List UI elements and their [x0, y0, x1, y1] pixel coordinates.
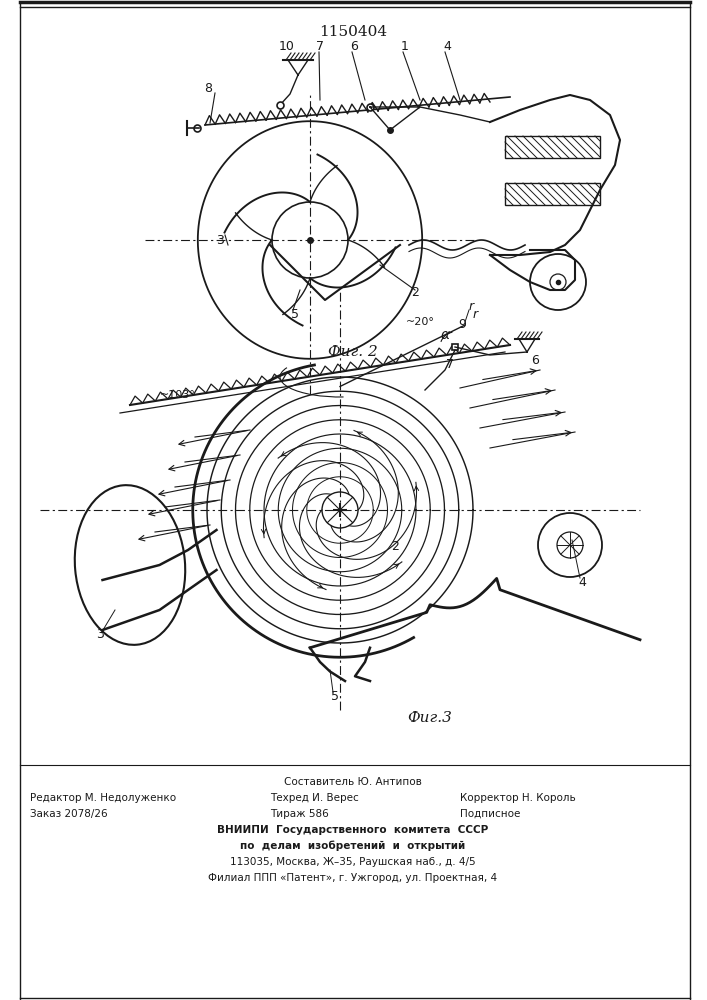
Text: r: r — [469, 300, 474, 312]
Bar — [505, 136, 600, 158]
Text: 2: 2 — [411, 286, 419, 300]
Text: 8: 8 — [204, 82, 212, 95]
Text: Техред И. Верес: Техред И. Верес — [270, 793, 358, 803]
Text: 2: 2 — [391, 540, 399, 552]
Text: Филиал ППП «Патент», г. Ужгород, ул. Проектная, 4: Филиал ППП «Патент», г. Ужгород, ул. Про… — [209, 873, 498, 883]
Text: ~20°: ~20° — [406, 317, 434, 327]
Text: ВНИИПИ  Государственного  комитета  СССР: ВНИИПИ Государственного комитета СССР — [217, 825, 489, 835]
Text: 6: 6 — [531, 354, 539, 366]
Text: Корректор Н. Король: Корректор Н. Король — [460, 793, 575, 803]
Bar — [505, 183, 600, 205]
Text: 3: 3 — [96, 629, 104, 642]
Text: Редактор М. Недолуженко: Редактор М. Недолуженко — [30, 793, 176, 803]
Text: 113035, Москва, Ж–35, Раушская наб., д. 4/5: 113035, Москва, Ж–35, Раушская наб., д. … — [230, 857, 476, 867]
Text: 1: 1 — [401, 40, 409, 53]
Text: ~103°: ~103° — [160, 390, 196, 400]
Text: r: r — [472, 308, 477, 322]
Text: α: α — [440, 328, 450, 342]
Text: 7: 7 — [446, 359, 454, 371]
Text: 1150404: 1150404 — [319, 25, 387, 39]
Text: Подписное: Подписное — [460, 809, 520, 819]
Text: 6: 6 — [350, 40, 358, 53]
Text: по  делам  изобретений  и  открытий: по делам изобретений и открытий — [240, 841, 466, 851]
Text: 4: 4 — [578, 576, 586, 588]
Text: Составитель Ю. Антипов: Составитель Ю. Антипов — [284, 777, 422, 787]
Text: 4: 4 — [443, 40, 451, 53]
Text: Заказ 2078/26: Заказ 2078/26 — [30, 809, 107, 819]
Text: 5: 5 — [291, 308, 299, 322]
Text: 3: 3 — [216, 233, 224, 246]
Text: 5: 5 — [331, 690, 339, 704]
Text: 9: 9 — [458, 318, 466, 330]
Text: Фиг.3: Фиг.3 — [407, 711, 452, 725]
Text: Фиг. 2: Фиг. 2 — [328, 345, 378, 359]
Text: 10: 10 — [279, 40, 295, 53]
Text: Тираж 586: Тираж 586 — [270, 809, 329, 819]
Text: 7: 7 — [316, 40, 324, 53]
